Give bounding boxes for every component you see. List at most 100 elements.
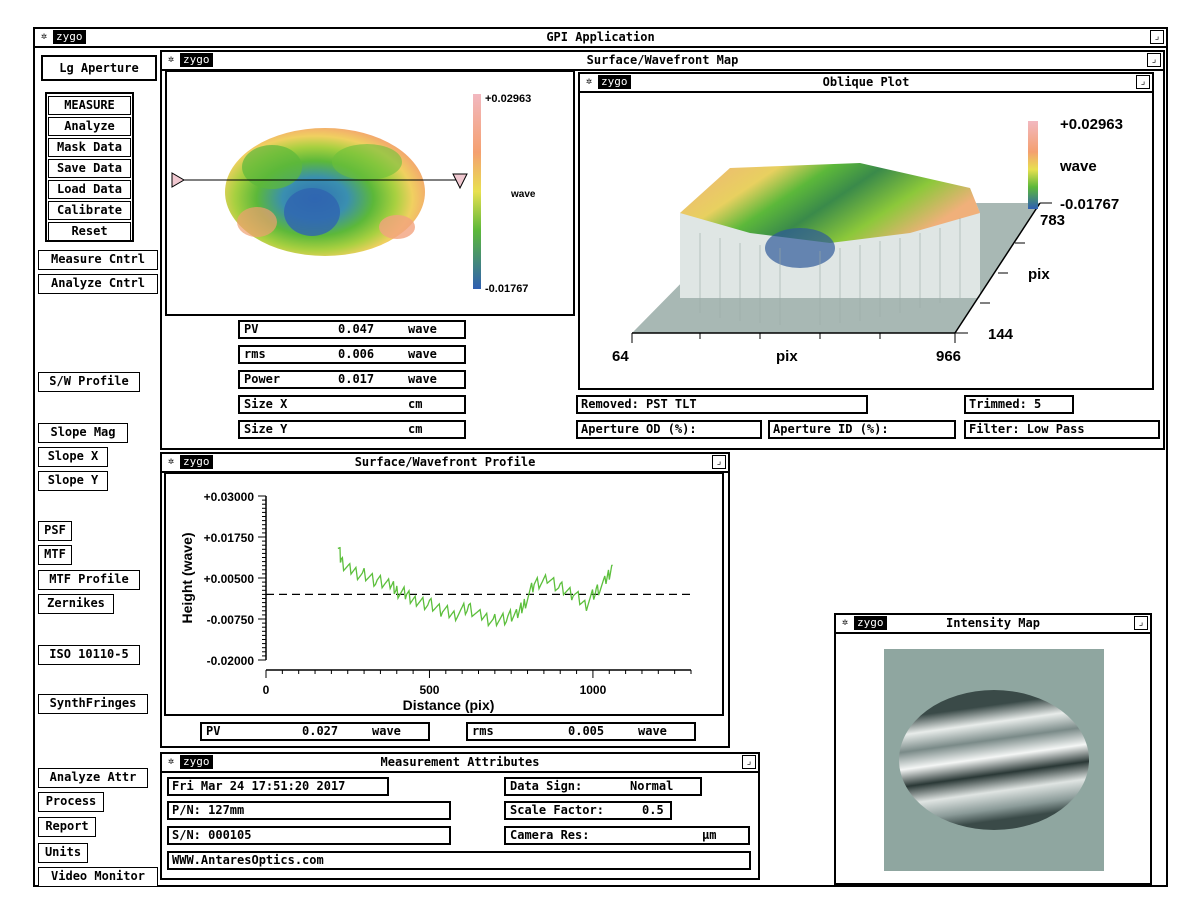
- load-data-button[interactable]: Load Data: [48, 180, 131, 199]
- measure-button[interactable]: MEASURE: [48, 96, 131, 115]
- color-scale-bar: [473, 94, 481, 289]
- data-sign-field[interactable]: Data Sign: Normal: [504, 777, 702, 796]
- scale-unit-label: wave: [510, 189, 536, 200]
- video-monitor-button[interactable]: Video Monitor: [38, 867, 158, 887]
- profile-chart: +0.03000 +0.01750 +0.00500 -0.00750 -0.02000…: [179, 490, 692, 713]
- surface-map-panel[interactable]: +0.02963 wave -0.01767: [165, 70, 575, 316]
- oblique-plot-window: ✲ zygo Oblique Plot ⌟: [578, 72, 1154, 390]
- maximize-icon[interactable]: ⌟: [1136, 75, 1150, 89]
- zernikes-button[interactable]: Zernikes: [38, 594, 114, 614]
- zygo-logo: zygo: [53, 30, 86, 44]
- main-titlebar[interactable]: ✲ zygo GPI Application ⌟: [35, 29, 1166, 48]
- measurement-titlebar[interactable]: ✲ zygo Measurement Attributes ⌟: [162, 754, 758, 773]
- oblique-scale-bar: [1028, 121, 1038, 209]
- cursor-left-handle[interactable]: [171, 172, 185, 188]
- zygo-logo: zygo: [180, 455, 213, 469]
- surface-map-titlebar[interactable]: ✲ zygo Surface/Wavefront Map ⌟: [162, 52, 1163, 71]
- maximize-icon[interactable]: ⌟: [1147, 53, 1161, 67]
- analyze-attr-button[interactable]: Analyze Attr: [38, 768, 148, 788]
- aperture-id-field[interactable]: Aperture ID (%):: [768, 420, 956, 439]
- window-menu-icon[interactable]: ✲: [167, 756, 175, 767]
- mtf-profile-button[interactable]: MTF Profile: [38, 570, 140, 590]
- data-sign-value: Normal: [630, 779, 674, 793]
- units-button[interactable]: Units: [38, 843, 88, 863]
- slope-y-button[interactable]: Slope Y: [38, 471, 108, 491]
- x-left-label: 64: [612, 348, 629, 365]
- save-data-button[interactable]: Save Data: [48, 159, 131, 178]
- mask-data-button[interactable]: Mask Data: [48, 138, 131, 157]
- x-right-label: 966: [936, 348, 961, 365]
- intensity-image: [884, 649, 1104, 871]
- camera-res-label: Camera Res:: [510, 828, 590, 842]
- mtf-button[interactable]: MTF: [38, 545, 72, 565]
- result-unit: cm: [408, 422, 423, 436]
- result-field-size-x: Size X cm: [238, 395, 466, 414]
- maximize-icon[interactable]: ⌟: [742, 755, 756, 769]
- iso-10110-button[interactable]: ISO 10110-5: [38, 645, 140, 665]
- filter-field[interactable]: Filter: Low Pass: [964, 420, 1160, 439]
- oblique-title: Oblique Plot: [822, 75, 910, 89]
- intensity-map-window: ✲ zygo Intensity Map ⌟: [834, 613, 1152, 885]
- y-tick-label: -0.02000: [207, 654, 255, 668]
- y-axis-label: pix: [1028, 266, 1050, 283]
- analyze-button[interactable]: Analyze: [48, 117, 131, 136]
- result-value: 0.017: [338, 372, 375, 386]
- oblique-scale-max: +0.02963: [1060, 116, 1123, 133]
- oblique-3d-plot: 64 pix 966 144 pix 783 +0.02963 wave -0.…: [612, 116, 1123, 365]
- maximize-icon[interactable]: ⌟: [712, 455, 726, 469]
- removed-field: Removed: PST TLT: [576, 395, 868, 414]
- window-menu-icon[interactable]: ✲: [585, 76, 593, 87]
- result-label: Size X: [244, 397, 288, 411]
- window-menu-icon[interactable]: ✲: [40, 31, 48, 42]
- measure-cntrl-button[interactable]: Measure Cntrl: [38, 250, 158, 270]
- sn-field[interactable]: S/N: 000105: [167, 826, 451, 845]
- profile-pv-value: 0.027: [302, 724, 339, 738]
- sw-profile-button[interactable]: S/W Profile: [38, 372, 140, 392]
- slope-mag-button[interactable]: Slope Mag: [38, 423, 128, 443]
- scale-factor-field[interactable]: Scale Factor: 0.5: [504, 801, 672, 820]
- result-field-size-y: Size Y cm: [238, 420, 466, 439]
- profile-plot-panel[interactable]: +0.03000 +0.01750 +0.00500 -0.00750 -0.02000…: [164, 472, 724, 716]
- window-menu-icon[interactable]: ✲: [167, 456, 175, 467]
- window-menu-icon[interactable]: ✲: [841, 617, 849, 628]
- y-tick-label: +0.00500: [204, 572, 255, 586]
- y-tick-label: -0.00750: [207, 613, 255, 627]
- analyze-cntrl-button[interactable]: Analyze Cntrl: [38, 274, 158, 294]
- oblique-titlebar[interactable]: ✲ zygo Oblique Plot ⌟: [580, 74, 1152, 93]
- result-field-power: Power 0.017 wave: [238, 370, 466, 389]
- trimmed-field[interactable]: Trimmed: 5: [964, 395, 1074, 414]
- maximize-icon[interactable]: ⌟: [1150, 30, 1164, 44]
- result-value: 0.047: [338, 322, 375, 336]
- y-tick-label: +0.01750: [204, 531, 255, 545]
- url-field[interactable]: WWW.AntaresOptics.com: [167, 851, 751, 870]
- window-menu-icon[interactable]: ✲: [167, 54, 175, 65]
- surface-top: [680, 163, 980, 243]
- psf-button[interactable]: PSF: [38, 521, 72, 541]
- calibrate-button[interactable]: Calibrate: [48, 201, 131, 220]
- slope-x-button[interactable]: Slope X: [38, 447, 108, 467]
- profile-rms-field: rms 0.005 wave: [466, 722, 696, 741]
- aperture-od-field[interactable]: Aperture OD (%):: [576, 420, 762, 439]
- result-unit: wave: [408, 322, 437, 336]
- result-unit: cm: [408, 397, 423, 411]
- process-button[interactable]: Process: [38, 792, 104, 812]
- reset-button[interactable]: Reset: [48, 222, 131, 241]
- pn-field[interactable]: P/N: 127mm: [167, 801, 451, 820]
- intensity-titlebar[interactable]: ✲ zygo Intensity Map ⌟: [836, 615, 1150, 634]
- camera-res-unit: µm: [702, 828, 717, 842]
- maximize-icon[interactable]: ⌟: [1134, 616, 1148, 630]
- cursor-right-handle[interactable]: [452, 173, 468, 190]
- result-value: 0.006: [338, 347, 375, 361]
- app-title: GPI Application: [546, 30, 655, 44]
- profile-titlebar[interactable]: ✲ zygo Surface/Wavefront Profile ⌟: [162, 454, 728, 473]
- zygo-logo: zygo: [854, 616, 887, 630]
- synth-fringes-button[interactable]: SynthFringes: [38, 694, 148, 714]
- profile-pv-field: PV 0.027 wave: [200, 722, 430, 741]
- result-field-pv: PV 0.047 wave: [238, 320, 466, 339]
- report-button[interactable]: Report: [38, 817, 96, 837]
- camera-res-field[interactable]: Camera Res: µm: [504, 826, 750, 845]
- scale-min-label: -0.01767: [485, 283, 528, 295]
- y-bottom-label: 144: [988, 326, 1014, 343]
- lg-aperture-button[interactable]: Lg Aperture: [41, 55, 157, 81]
- profile-rms-value: 0.005: [568, 724, 605, 738]
